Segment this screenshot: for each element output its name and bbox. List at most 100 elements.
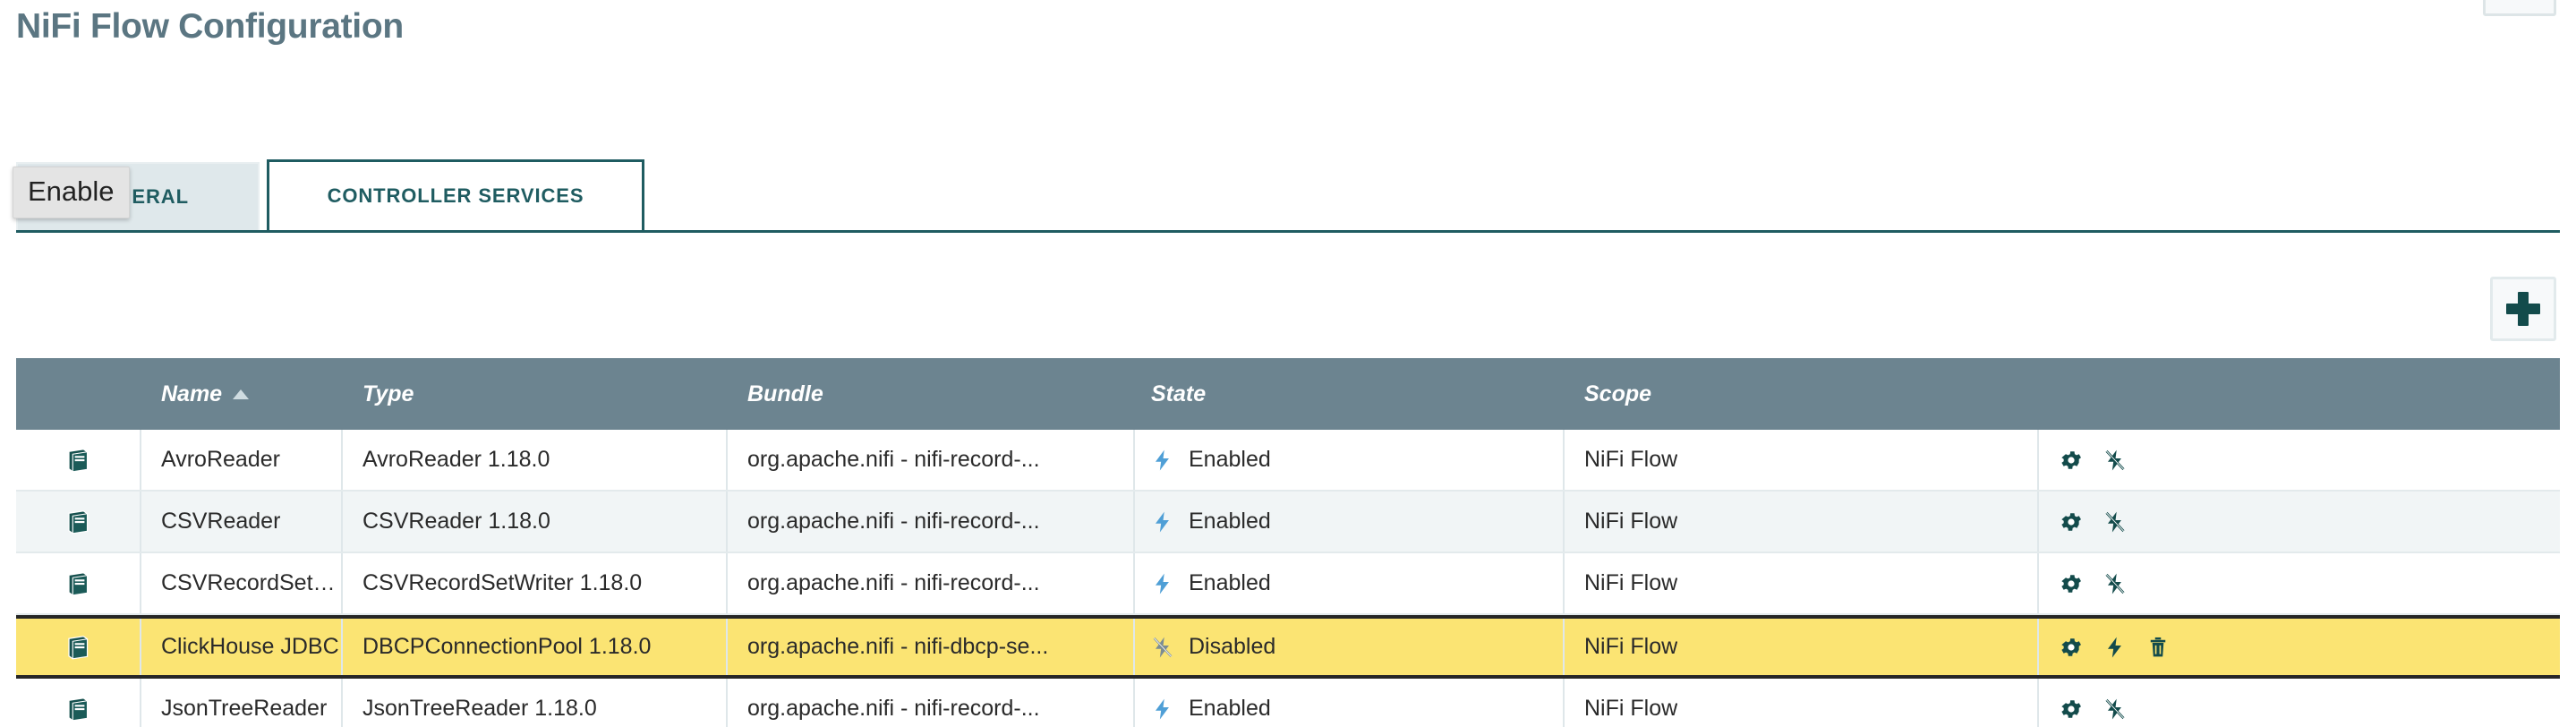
row-actions-cell [2039, 619, 2560, 675]
tab-controller-services-label: CONTROLLER SERVICES [327, 184, 584, 207]
row-scope-label: NiFi Flow [1584, 634, 1678, 659]
row-scope-label: NiFi Flow [1584, 570, 1678, 595]
row-type-cell: AvroReader 1.18.0 [343, 430, 728, 490]
row-name-label: CSVRecordSetWriter [161, 570, 341, 595]
row-state-cell: Enabled [1135, 492, 1565, 552]
column-header-name-label: Name [161, 381, 223, 406]
tab-bar-underline [16, 230, 2560, 233]
bolt-icon [1151, 509, 1174, 535]
row-name-label: ClickHouse JDBC [161, 634, 339, 659]
gear-icon[interactable] [2059, 509, 2084, 535]
row-state-label: Enabled [1189, 509, 1271, 534]
plus-icon [2506, 292, 2540, 326]
row-type-icon-cell [16, 430, 141, 490]
row-scope-cell: NiFi Flow [1565, 679, 2039, 727]
disable-icon[interactable] [2103, 696, 2127, 723]
column-header-bundle[interactable]: Bundle [728, 381, 1135, 407]
row-name-label: JsonTreeReader [161, 696, 328, 721]
column-header-scope-label: Scope [1584, 381, 1652, 406]
row-scope-cell: NiFi Flow [1565, 492, 2039, 552]
row-scope-cell: NiFi Flow [1565, 553, 2039, 613]
enable-tooltip: Enable [13, 167, 130, 218]
table-row[interactable]: CSVRecordSetWriter CSVRecordSetWriter 1.1… [16, 553, 2560, 615]
row-action-icons [2059, 696, 2127, 723]
disable-icon[interactable] [2103, 447, 2127, 474]
book-icon [64, 447, 91, 474]
row-scope-label: NiFi Flow [1584, 509, 1678, 534]
row-type-icon-cell [16, 492, 141, 552]
gear-icon[interactable] [2059, 571, 2084, 596]
row-name-cell: AvroReader [141, 430, 343, 490]
table-body: AvroReader AvroReader 1.18.0 org.apache.ni… [16, 430, 2560, 727]
enable-icon[interactable] [2103, 634, 2127, 661]
row-name-label: AvroReader [161, 447, 280, 472]
row-actions-cell [2039, 430, 2560, 490]
row-type-label: JsonTreeReader 1.18.0 [363, 696, 597, 721]
row-type-label: AvroReader 1.18.0 [363, 447, 550, 472]
row-bundle-label: org.apache.nifi - nifi-record-... [747, 570, 1040, 595]
row-scope-label: NiFi Flow [1584, 447, 1678, 472]
row-name-cell: ClickHouse JDBC [141, 619, 343, 675]
trash-icon[interactable] [2146, 635, 2170, 660]
row-actions-cell [2039, 492, 2560, 552]
row-state-cell: Enabled [1135, 553, 1565, 613]
tab-bar: GENERAL CONTROLLER SERVICES [16, 159, 2560, 233]
column-header-scope[interactable]: Scope [1565, 381, 2039, 407]
row-state-cell: Enabled [1135, 430, 1565, 490]
bolt-icon [1151, 447, 1174, 474]
row-type-cell: JsonTreeReader 1.18.0 [343, 679, 728, 727]
column-header-bundle-label: Bundle [747, 381, 823, 406]
table-row[interactable]: CSVReader CSVReader 1.18.0 org.apache.nifi… [16, 492, 2560, 553]
row-state-cell: Disabled [1135, 619, 1565, 675]
table-row[interactable]: JsonTreeReader JsonTreeReader 1.18.0 org.a… [16, 679, 2560, 727]
row-state-cell: Enabled [1135, 679, 1565, 727]
tab-controller-services[interactable]: CONTROLLER SERVICES [267, 159, 644, 233]
row-state-label: Enabled [1189, 447, 1271, 472]
row-bundle-cell: org.apache.nifi - nifi-record-... [728, 679, 1135, 727]
row-type-cell: CSVRecordSetWriter 1.18.0 [343, 553, 728, 613]
book-icon [64, 634, 91, 661]
table-header-row: Name Type Bundle State Scope [16, 358, 2560, 430]
gear-icon[interactable] [2059, 635, 2084, 660]
gear-icon[interactable] [2059, 697, 2084, 722]
row-action-icons [2059, 509, 2127, 535]
row-bundle-cell: org.apache.nifi - nifi-dbcp-se... [728, 619, 1135, 675]
row-type-icon-cell [16, 619, 141, 675]
column-header-state[interactable]: State [1135, 381, 1565, 407]
disable-icon[interactable] [2103, 570, 2127, 597]
bolt-slash-icon [1151, 634, 1174, 661]
row-type-label: CSVRecordSetWriter 1.18.0 [363, 570, 643, 595]
row-action-icons [2059, 634, 2170, 661]
controller-services-table: Name Type Bundle State Scope AvroReader A… [16, 358, 2560, 727]
book-icon [64, 570, 91, 597]
column-header-name[interactable]: Name [141, 381, 343, 407]
row-bundle-label: org.apache.nifi - nifi-record-... [747, 509, 1040, 534]
page-title: NiFi Flow Configuration [16, 7, 404, 46]
row-type-cell: CSVReader 1.18.0 [343, 492, 728, 552]
sort-ascending-icon [233, 389, 250, 399]
bolt-icon [1151, 696, 1174, 723]
book-icon [64, 509, 91, 535]
row-bundle-label: org.apache.nifi - nifi-dbcp-se... [747, 634, 1049, 659]
bolt-icon [1151, 570, 1174, 597]
row-action-icons [2059, 570, 2127, 597]
table-row[interactable]: ClickHouse JDBC DBCPConnectionPool 1.18.0… [16, 615, 2560, 679]
disable-icon[interactable] [2103, 509, 2127, 535]
gear-icon[interactable] [2059, 448, 2084, 473]
row-name-cell: CSVReader [141, 492, 343, 552]
book-icon [64, 696, 91, 723]
row-bundle-label: org.apache.nifi - nifi-record-... [747, 447, 1040, 472]
table-row[interactable]: AvroReader AvroReader 1.18.0 org.apache.ni… [16, 430, 2560, 492]
row-bundle-cell: org.apache.nifi - nifi-record-... [728, 492, 1135, 552]
row-state-label: Enabled [1189, 570, 1271, 595]
row-bundle-cell: org.apache.nifi - nifi-record-... [728, 430, 1135, 490]
column-header-type-label: Type [363, 381, 414, 406]
row-actions-cell [2039, 553, 2560, 613]
row-type-cell: DBCPConnectionPool 1.18.0 [343, 619, 728, 675]
add-controller-service-button[interactable] [2490, 277, 2556, 341]
clipped-top-right-control[interactable] [2483, 0, 2556, 16]
column-header-type[interactable]: Type [343, 381, 728, 407]
row-type-label: CSVReader 1.18.0 [363, 509, 550, 534]
row-type-icon-cell [16, 679, 141, 727]
